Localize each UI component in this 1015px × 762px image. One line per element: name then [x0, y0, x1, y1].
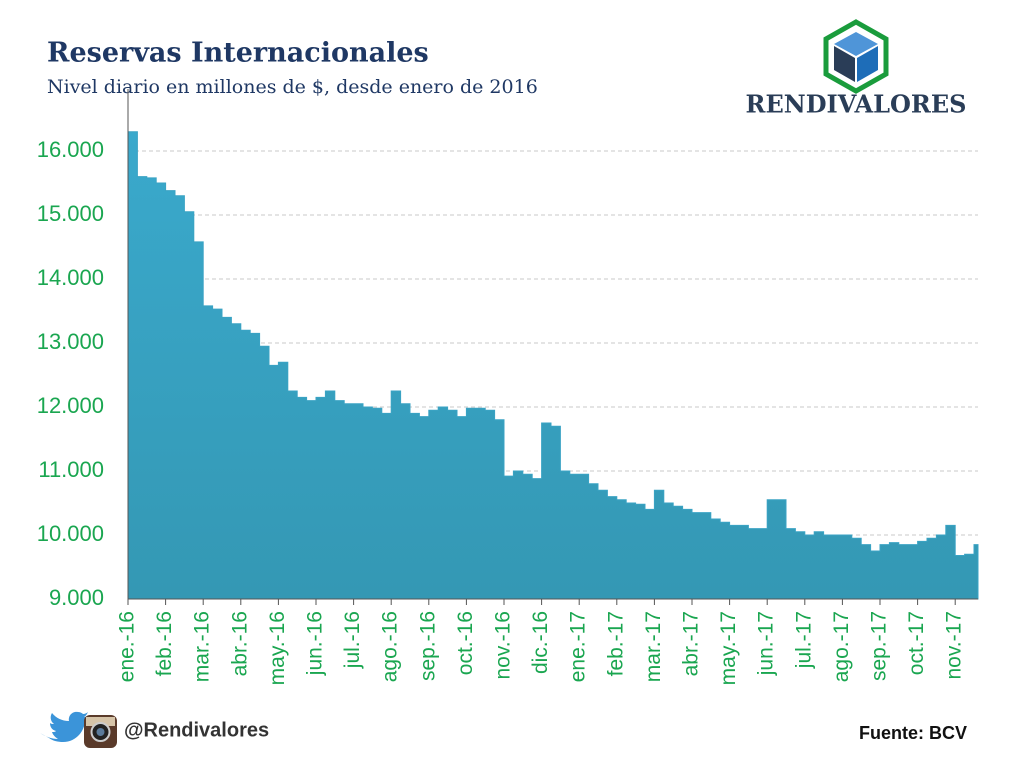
- area: [127, 131, 979, 600]
- x-tick-label: ago.-17: [830, 611, 853, 682]
- x-tick-label: jul.-17: [792, 611, 815, 669]
- brand: RENDIVALORES: [746, 90, 967, 119]
- y-tick-label: 12.000: [37, 393, 104, 418]
- x-tick-label: mar.-17: [642, 611, 665, 682]
- x-tick-label: nov.-17: [943, 611, 966, 680]
- x-tick-label: jul.-16: [341, 611, 364, 669]
- y-tick-label: 16.000: [37, 137, 104, 162]
- x-tick-label: jun.-17: [755, 611, 778, 676]
- x-tick-label: dic.-16: [529, 611, 552, 674]
- y-tick-label: 11.000: [38, 457, 104, 482]
- x-tick-label: oct.-17: [905, 611, 928, 675]
- x-tick-label: ene.-17: [567, 611, 590, 682]
- x-tick-label: may.-17: [717, 611, 740, 685]
- handle: @Rendivalores: [124, 719, 269, 741]
- chart-title: Reservas Internacionales: [47, 38, 429, 69]
- instagram-icon: [84, 715, 117, 748]
- source: Fuente: BCV: [859, 723, 967, 743]
- x-tick-label: nov.-16: [492, 611, 515, 680]
- y-tick-label: 9.000: [49, 585, 104, 610]
- x-tick-label: mar.-16: [191, 611, 214, 682]
- y-tick-label: 15.000: [37, 201, 104, 226]
- y-tick-label: 10.000: [37, 521, 104, 546]
- twitter-icon: [40, 711, 89, 742]
- logo: [823, 19, 889, 94]
- x-tick-label: feb.-16: [153, 611, 176, 676]
- chart-subtitle: Nivel diario en millones de $, desde ene…: [47, 76, 538, 98]
- y-tick-label: 13.000: [37, 329, 104, 354]
- x-tick-label: may.-16: [266, 611, 289, 685]
- x-tick-label: oct.-16: [454, 611, 477, 675]
- x-tick-label: abr.-16: [228, 611, 251, 676]
- x-tick-label: sep.-17: [868, 611, 891, 681]
- x-tick-label: jun.-16: [304, 611, 327, 676]
- x-tick-label: sep.-16: [416, 611, 439, 681]
- x-tick-label: feb.-17: [604, 611, 627, 676]
- x-tick-label: ago.-16: [379, 611, 402, 682]
- x-tick-label: abr.-17: [680, 611, 703, 676]
- x-tick-label: ene.-16: [116, 611, 139, 682]
- y-tick-label: 14.000: [37, 265, 104, 290]
